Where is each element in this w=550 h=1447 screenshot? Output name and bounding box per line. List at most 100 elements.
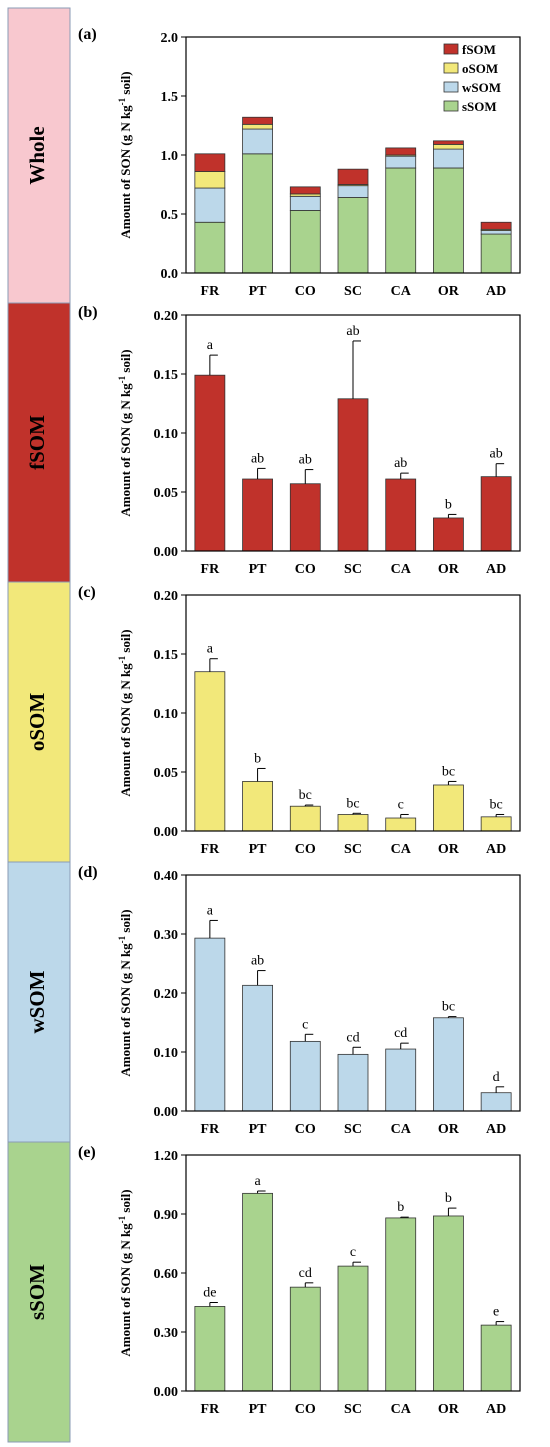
x-tick-label: CO xyxy=(295,562,316,577)
x-tick-label: OR xyxy=(438,842,460,857)
bar xyxy=(385,1048,417,1112)
bar xyxy=(194,671,226,832)
significance-letter: ab xyxy=(251,954,264,969)
significance-letter: ab xyxy=(251,451,264,466)
legend-label: fSOM xyxy=(462,42,496,57)
y-tick-label: 0.30 xyxy=(154,1326,179,1341)
y-tick-label: 0.20 xyxy=(154,589,179,604)
bar xyxy=(289,1286,321,1392)
legend-swatch-wSOM xyxy=(443,81,459,93)
legend-swatch-oSOM xyxy=(443,62,459,74)
significance-letter: e xyxy=(493,1305,499,1320)
significance-letter: c xyxy=(302,1017,308,1032)
x-tick-label: OR xyxy=(438,1402,460,1417)
bar xyxy=(289,805,321,832)
significance-letter: ab xyxy=(490,447,503,462)
x-tick-label: CO xyxy=(295,842,316,857)
bar-segment-fSOM xyxy=(194,153,226,172)
bar xyxy=(242,1192,273,1392)
bar-segment-fSOM xyxy=(289,186,321,195)
significance-letter: a xyxy=(254,1174,261,1189)
bar xyxy=(337,1265,369,1392)
bar xyxy=(337,814,369,832)
y-tick-label: 0.5 xyxy=(161,208,179,223)
bar-segment-wSOM xyxy=(194,187,226,223)
bar xyxy=(194,1306,226,1392)
bar xyxy=(337,1053,369,1112)
bar-segment-sSOM xyxy=(289,210,321,274)
significance-letter: bc xyxy=(442,1000,455,1015)
plot-frame xyxy=(185,594,521,832)
panel-letter: (b) xyxy=(78,304,98,321)
strip-label: sSOM xyxy=(25,1264,49,1320)
y-tick-label: 0.10 xyxy=(154,427,179,442)
significance-letter: cd xyxy=(299,1266,312,1281)
y-axis-label: Amount of SON (g N kg-1 soil) xyxy=(117,1189,133,1356)
x-tick-label: CO xyxy=(295,284,316,299)
strip-ssom xyxy=(7,1141,71,1443)
x-tick-label: PT xyxy=(249,284,268,299)
panel-b: (b) Amount of SON (g N kg-1 soil) 0.00 0.05… xyxy=(78,304,521,577)
x-tick-label: AD xyxy=(486,1402,506,1417)
x-tick-label: CA xyxy=(391,842,412,857)
panel-letter: (e) xyxy=(78,1144,96,1161)
bar-segment-fSOM xyxy=(433,140,464,145)
x-tick-label: FR xyxy=(201,562,221,577)
x-tick-label: SC xyxy=(344,284,362,299)
bar-segment-wSOM xyxy=(337,185,369,198)
plot-frame xyxy=(185,314,521,552)
strip-label: oSOM xyxy=(25,693,49,752)
bar-segment-wSOM xyxy=(480,230,512,235)
significance-letter: c xyxy=(398,797,404,812)
significance-letter: ab xyxy=(346,324,359,339)
bar xyxy=(385,1217,417,1392)
x-tick-label: CO xyxy=(295,1122,316,1137)
bar xyxy=(433,1215,464,1392)
bar-segment-wSOM xyxy=(385,155,417,169)
y-tick-label: 0.10 xyxy=(154,1046,179,1061)
bar xyxy=(433,784,464,832)
bar xyxy=(480,1092,512,1112)
y-tick-label: 0.60 xyxy=(154,1267,179,1282)
y-tick-label: 0.0 xyxy=(161,267,179,282)
y-tick-label: 1.20 xyxy=(154,1149,179,1164)
bar xyxy=(480,476,512,552)
bar-segment-sSOM xyxy=(337,197,369,274)
strip-whole xyxy=(7,7,71,304)
y-tick-label: 2.0 xyxy=(161,31,179,46)
x-tick-label: CA xyxy=(391,1402,412,1417)
bar xyxy=(385,817,417,832)
y-tick-label: 0.20 xyxy=(154,309,179,324)
panel-letter: (d) xyxy=(78,864,98,881)
panel-letter: (a) xyxy=(78,26,97,43)
y-tick-label: 0.00 xyxy=(154,1105,179,1120)
legend-label: oSOM xyxy=(462,61,498,76)
x-tick-label: AD xyxy=(486,562,506,577)
x-tick-label: OR xyxy=(438,284,460,299)
plot-frame xyxy=(185,874,521,1112)
legend: fSOM oSOM wSOM sSOM xyxy=(443,42,501,114)
bar xyxy=(242,984,273,1112)
bar-segment-sSOM xyxy=(480,233,512,274)
significance-letter: b xyxy=(445,1191,452,1206)
bar-segment-wSOM xyxy=(433,148,464,169)
bar-segment-sSOM xyxy=(242,153,273,274)
y-tick-label: 0.05 xyxy=(154,486,179,501)
significance-letter: bc xyxy=(346,796,359,811)
bar xyxy=(194,937,226,1112)
x-tick-label: FR xyxy=(201,842,221,857)
x-tick-label: OR xyxy=(438,1122,460,1137)
x-tick-label: PT xyxy=(249,842,268,857)
strip-label: fSOM xyxy=(25,415,49,470)
y-tick-label: 0.15 xyxy=(154,648,179,663)
x-tick-label: FR xyxy=(201,284,221,299)
x-tick-label: FR xyxy=(201,1122,221,1137)
x-tick-label: FR xyxy=(201,1402,221,1417)
panel-d: (d) Amount of SON (g N kg-1 soil) 0.00 0.10… xyxy=(78,864,521,1137)
panel-a: (a) Amount of SON (g N kg-1 soil) 0.0 0.5 1.… xyxy=(78,26,521,299)
legend-label: wSOM xyxy=(462,80,501,95)
x-tick-label: CA xyxy=(391,562,412,577)
strip-osom xyxy=(7,581,71,863)
panel-c: (c) Amount of SON (g N kg-1 soil) 0.00 0.05… xyxy=(78,584,521,857)
bar xyxy=(289,483,321,552)
